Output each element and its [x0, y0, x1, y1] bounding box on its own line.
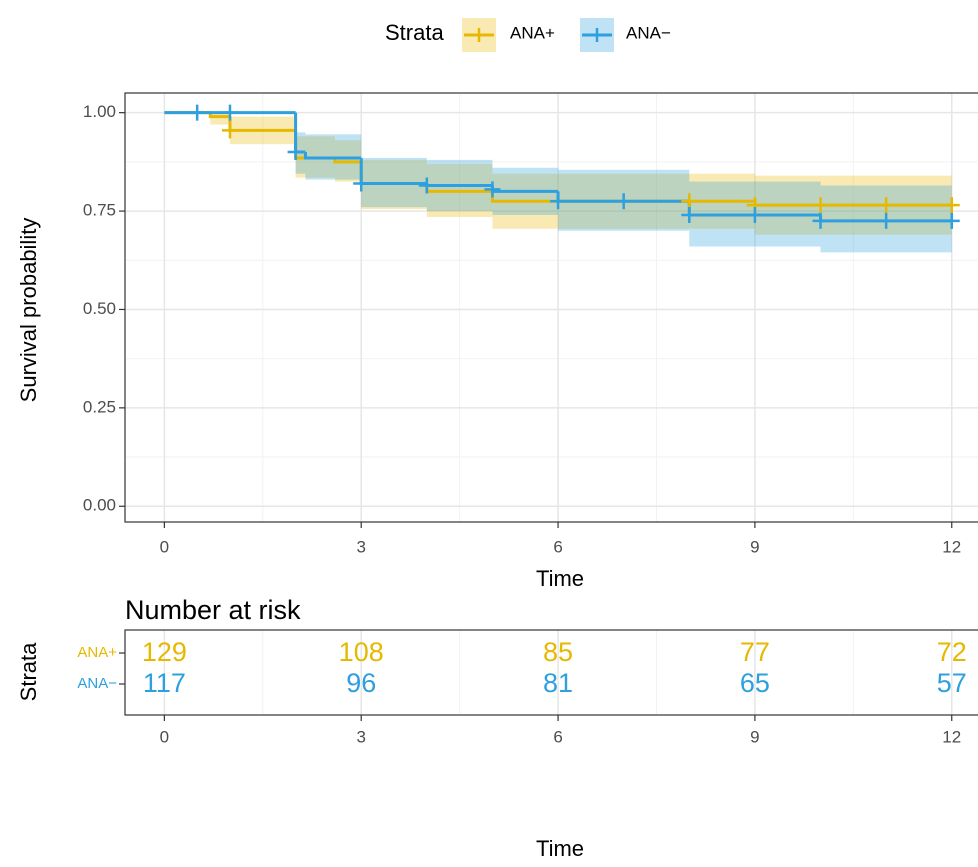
censor-mark	[353, 175, 370, 192]
y-axis-title: Survival probability	[16, 218, 41, 403]
censor-mark	[418, 177, 435, 194]
survival-step	[303, 152, 362, 160]
x-tick-label: 0	[160, 537, 169, 556]
censor-mark	[812, 197, 829, 214]
legend: Strata ANA+ ANA−	[385, 20, 671, 45]
legend-label: ANA−	[626, 23, 671, 42]
risk-count: 85	[543, 637, 573, 667]
x-tick-label: 12	[942, 727, 961, 746]
risk-count: 81	[543, 668, 573, 698]
risk-table-title: Number at risk	[125, 595, 301, 625]
censor-mark	[746, 207, 763, 224]
x-tick-label: 9	[750, 537, 759, 556]
x-tick-label: 12	[942, 537, 961, 556]
censor-mark	[615, 193, 632, 210]
censor-mark	[878, 197, 895, 214]
risk-count: 72	[937, 637, 967, 667]
censor-mark	[681, 193, 698, 210]
risk-count: 57	[937, 668, 967, 698]
y-tick-label: 0.50	[83, 299, 116, 318]
x-tick-label: 6	[553, 537, 562, 556]
risk-count: 96	[346, 668, 376, 698]
x-tick-label: 6	[553, 727, 562, 746]
risk-count: 117	[143, 668, 186, 698]
risk-y-axis-title: Strata	[16, 642, 41, 701]
risk-count: 65	[740, 668, 770, 698]
risk-count: 129	[142, 637, 187, 667]
confidence-band	[210, 112, 230, 125]
x-tick-label: 3	[356, 537, 365, 556]
x-tick-label: 0	[160, 727, 169, 746]
y-tick-label: 1.00	[83, 102, 116, 121]
legend-label: ANA+	[510, 23, 555, 42]
panel-border	[124, 92, 978, 523]
y-tick-label: 0.75	[83, 201, 116, 220]
censor-mark	[943, 212, 960, 229]
risk-x-axis-title: Time	[536, 836, 584, 861]
x-tick-label: 3	[356, 727, 365, 746]
strata-label: ANA−	[77, 675, 117, 692]
y-tick-label: 0.00	[83, 496, 116, 515]
x-axis-title: Time	[536, 566, 584, 591]
risk-count: 108	[339, 637, 384, 667]
censor-mark	[189, 104, 206, 121]
x-tick-label: 9	[750, 727, 759, 746]
strata-label: ANA+	[77, 644, 117, 661]
censor-mark	[221, 104, 238, 121]
censor-mark	[878, 212, 895, 229]
risk-count: 77	[740, 637, 770, 667]
legend-title: Strata	[385, 20, 444, 45]
censor-mark	[287, 144, 304, 161]
censor-mark	[550, 193, 567, 210]
y-tick-label: 0.25	[83, 397, 116, 416]
censor-mark	[681, 207, 698, 224]
censor-mark	[484, 181, 501, 198]
censor-mark	[943, 197, 960, 214]
censor-mark	[812, 212, 829, 229]
censor-mark	[221, 122, 238, 139]
panel-border	[124, 629, 978, 716]
